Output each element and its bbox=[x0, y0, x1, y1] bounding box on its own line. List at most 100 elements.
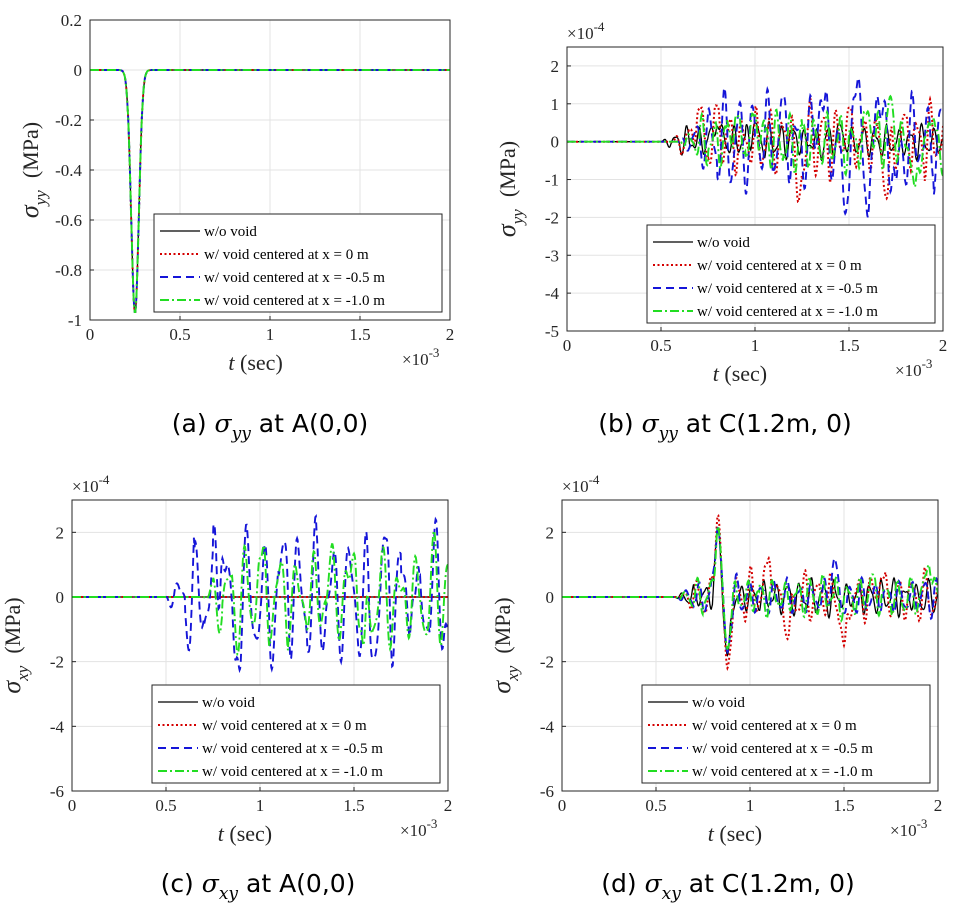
series-line-2 bbox=[562, 513, 938, 671]
chart-d: 0 0.5 1 1.5 2 -6 -4 -2 0 2 t (sec) ×10-3 ×10-4 σxy(MP… bbox=[487, 472, 942, 846]
y-tick-label: -0.4 bbox=[55, 161, 82, 180]
x-tick-label: 1 bbox=[751, 336, 760, 355]
y-tick-label: 0 bbox=[74, 61, 83, 80]
legend-entry-2: w/ void centered at x = 0 m bbox=[697, 258, 862, 274]
y-exponent-label: ×10-4 bbox=[562, 472, 600, 496]
y-tick-label: -1 bbox=[68, 311, 82, 330]
series-line-4 bbox=[562, 525, 938, 651]
x-exponent-label: ×10-3 bbox=[400, 816, 437, 840]
y-axis-label: σyy(MPa) bbox=[15, 122, 50, 218]
chart-c: 0 0.5 1 1.5 2 -6 -4 -2 0 2 t (sec) ×10-3 ×10-4 σxy(MP… bbox=[0, 472, 452, 846]
y-tick-label: 2 bbox=[551, 57, 560, 76]
y-tick-label: -2 bbox=[540, 653, 554, 672]
x-tick-label: 0.5 bbox=[155, 796, 176, 815]
legend-box bbox=[151, 684, 441, 784]
axes-box bbox=[89, 19, 451, 321]
x-tick-label: 0 bbox=[558, 796, 567, 815]
y-axis-label: σxy(MPa) bbox=[487, 597, 522, 693]
legend-entry-1: w/o void bbox=[697, 235, 750, 251]
legend-entry-1: w/o void bbox=[202, 695, 255, 711]
legend-entry-3: w/ void centered at x = -0.5 m bbox=[204, 270, 385, 286]
x-tick-label: 1 bbox=[746, 796, 755, 815]
legend-entry-1: w/o void bbox=[692, 695, 745, 711]
legend-box bbox=[641, 684, 931, 784]
legend-entry-4: w/ void centered at x = -1.0 m bbox=[204, 293, 385, 309]
series-group bbox=[90, 69, 450, 313]
legend: w/o void w/ void centered at x = 0 m w/ vo… bbox=[151, 684, 441, 784]
y-tick-label: 2 bbox=[56, 523, 65, 542]
x-tick-label: 1.5 bbox=[349, 325, 370, 344]
caption-b: (b) σyy at C(1.2m, 0) bbox=[598, 409, 852, 444]
x-axis-label: t (sec) bbox=[218, 821, 272, 846]
x-tick-label: 0 bbox=[68, 796, 77, 815]
legend-entry-1: w/o void bbox=[204, 224, 257, 240]
caption-a: (a) σyy at A(0,0) bbox=[172, 409, 368, 444]
legend: w/o void w/ void centered at x = 0 m w/ vo… bbox=[641, 684, 931, 784]
series-group bbox=[567, 76, 943, 218]
x-tick-label: 0 bbox=[86, 325, 95, 344]
y-tick-label: -4 bbox=[540, 717, 555, 736]
x-tick-label: 2 bbox=[934, 796, 943, 815]
y-tick-label: -0.2 bbox=[55, 111, 82, 130]
axes-box bbox=[566, 46, 944, 332]
x-axis-label: t (sec) bbox=[708, 821, 762, 846]
legend-entry-4: w/ void centered at x = -1.0 m bbox=[692, 764, 873, 780]
x-tick-label: 0.5 bbox=[169, 325, 190, 344]
x-tick-label: 1.5 bbox=[343, 796, 364, 815]
series-line-3 bbox=[72, 514, 448, 674]
series-line-4 bbox=[567, 94, 943, 188]
series-line-3 bbox=[90, 69, 450, 313]
axes-box bbox=[71, 499, 449, 792]
y-exponent-label: ×10-4 bbox=[72, 472, 110, 496]
y-tick-label: -4 bbox=[545, 284, 560, 303]
y-tick-label: -0.8 bbox=[55, 261, 82, 280]
y-tick-label: 0 bbox=[546, 588, 555, 607]
legend: w/o void w/ void centered at x = 0 m w/ vo… bbox=[153, 213, 443, 313]
y-tick-label: 0 bbox=[56, 588, 65, 607]
legend-box bbox=[646, 224, 936, 324]
y-tick-label: -1 bbox=[545, 171, 559, 190]
x-tick-label: 2 bbox=[939, 336, 948, 355]
x-tick-label: 1.5 bbox=[833, 796, 854, 815]
y-axis-label: σxy(MPa) bbox=[0, 597, 32, 693]
chart-a: 0 0.5 1 1.5 2 -1 -0.8 -0.6 -0.4 -0.2 0 0.2 t (sec) ×1… bbox=[15, 11, 454, 375]
legend-entry-2: w/ void centered at x = 0 m bbox=[204, 247, 369, 263]
x-tick-label: 1 bbox=[256, 796, 265, 815]
legend-entry-4: w/ void centered at x = -1.0 m bbox=[697, 304, 878, 320]
x-axis-label: t (sec) bbox=[713, 361, 767, 386]
y-tick-label: -6 bbox=[50, 782, 64, 801]
x-tick-label: 2 bbox=[446, 325, 455, 344]
y-tick-label: -2 bbox=[545, 208, 559, 227]
caption-c: (c) σxy at A(0,0) bbox=[161, 869, 356, 904]
series-group bbox=[562, 513, 938, 671]
x-tick-label: 0 bbox=[563, 336, 572, 355]
x-tick-label: 0.5 bbox=[645, 796, 666, 815]
chart-b: 0 0.5 1 1.5 2 -5 -4 -3 -2 -1 0 1 2 t (sec) ×10-3 ×10-4 σ… bbox=[492, 19, 947, 386]
legend-entry-4: w/ void centered at x = -1.0 m bbox=[202, 764, 383, 780]
series-line-3 bbox=[567, 76, 943, 218]
y-exponent-label: ×10-4 bbox=[567, 19, 605, 43]
x-exponent-label: ×10-3 bbox=[890, 816, 927, 840]
series-group bbox=[72, 514, 448, 674]
legend-entry-2: w/ void centered at x = 0 m bbox=[202, 718, 367, 734]
legend-entry-3: w/ void centered at x = -0.5 m bbox=[202, 741, 383, 757]
axes-box bbox=[561, 499, 939, 792]
x-tick-label: 1 bbox=[266, 325, 275, 344]
y-tick-label: -4 bbox=[50, 717, 65, 736]
y-tick-label: -5 bbox=[545, 322, 559, 341]
legend-entry-3: w/ void centered at x = -0.5 m bbox=[692, 741, 873, 757]
y-tick-label: 0.2 bbox=[61, 11, 82, 30]
y-tick-label: 1 bbox=[551, 95, 560, 114]
x-tick-label: 1.5 bbox=[838, 336, 859, 355]
caption-d: (d) σxy at C(1.2m, 0) bbox=[601, 869, 855, 904]
x-exponent-label: ×10-3 bbox=[402, 345, 439, 369]
y-axis-label: σyy(MPa) bbox=[492, 141, 527, 237]
y-tick-label: 0 bbox=[551, 133, 560, 152]
legend-entry-2: w/ void centered at x = 0 m bbox=[692, 718, 857, 734]
x-exponent-label: ×10-3 bbox=[895, 356, 932, 380]
legend-box bbox=[153, 213, 443, 313]
x-tick-label: 0.5 bbox=[650, 336, 671, 355]
y-tick-label: 2 bbox=[546, 523, 555, 542]
y-tick-label: -2 bbox=[50, 653, 64, 672]
